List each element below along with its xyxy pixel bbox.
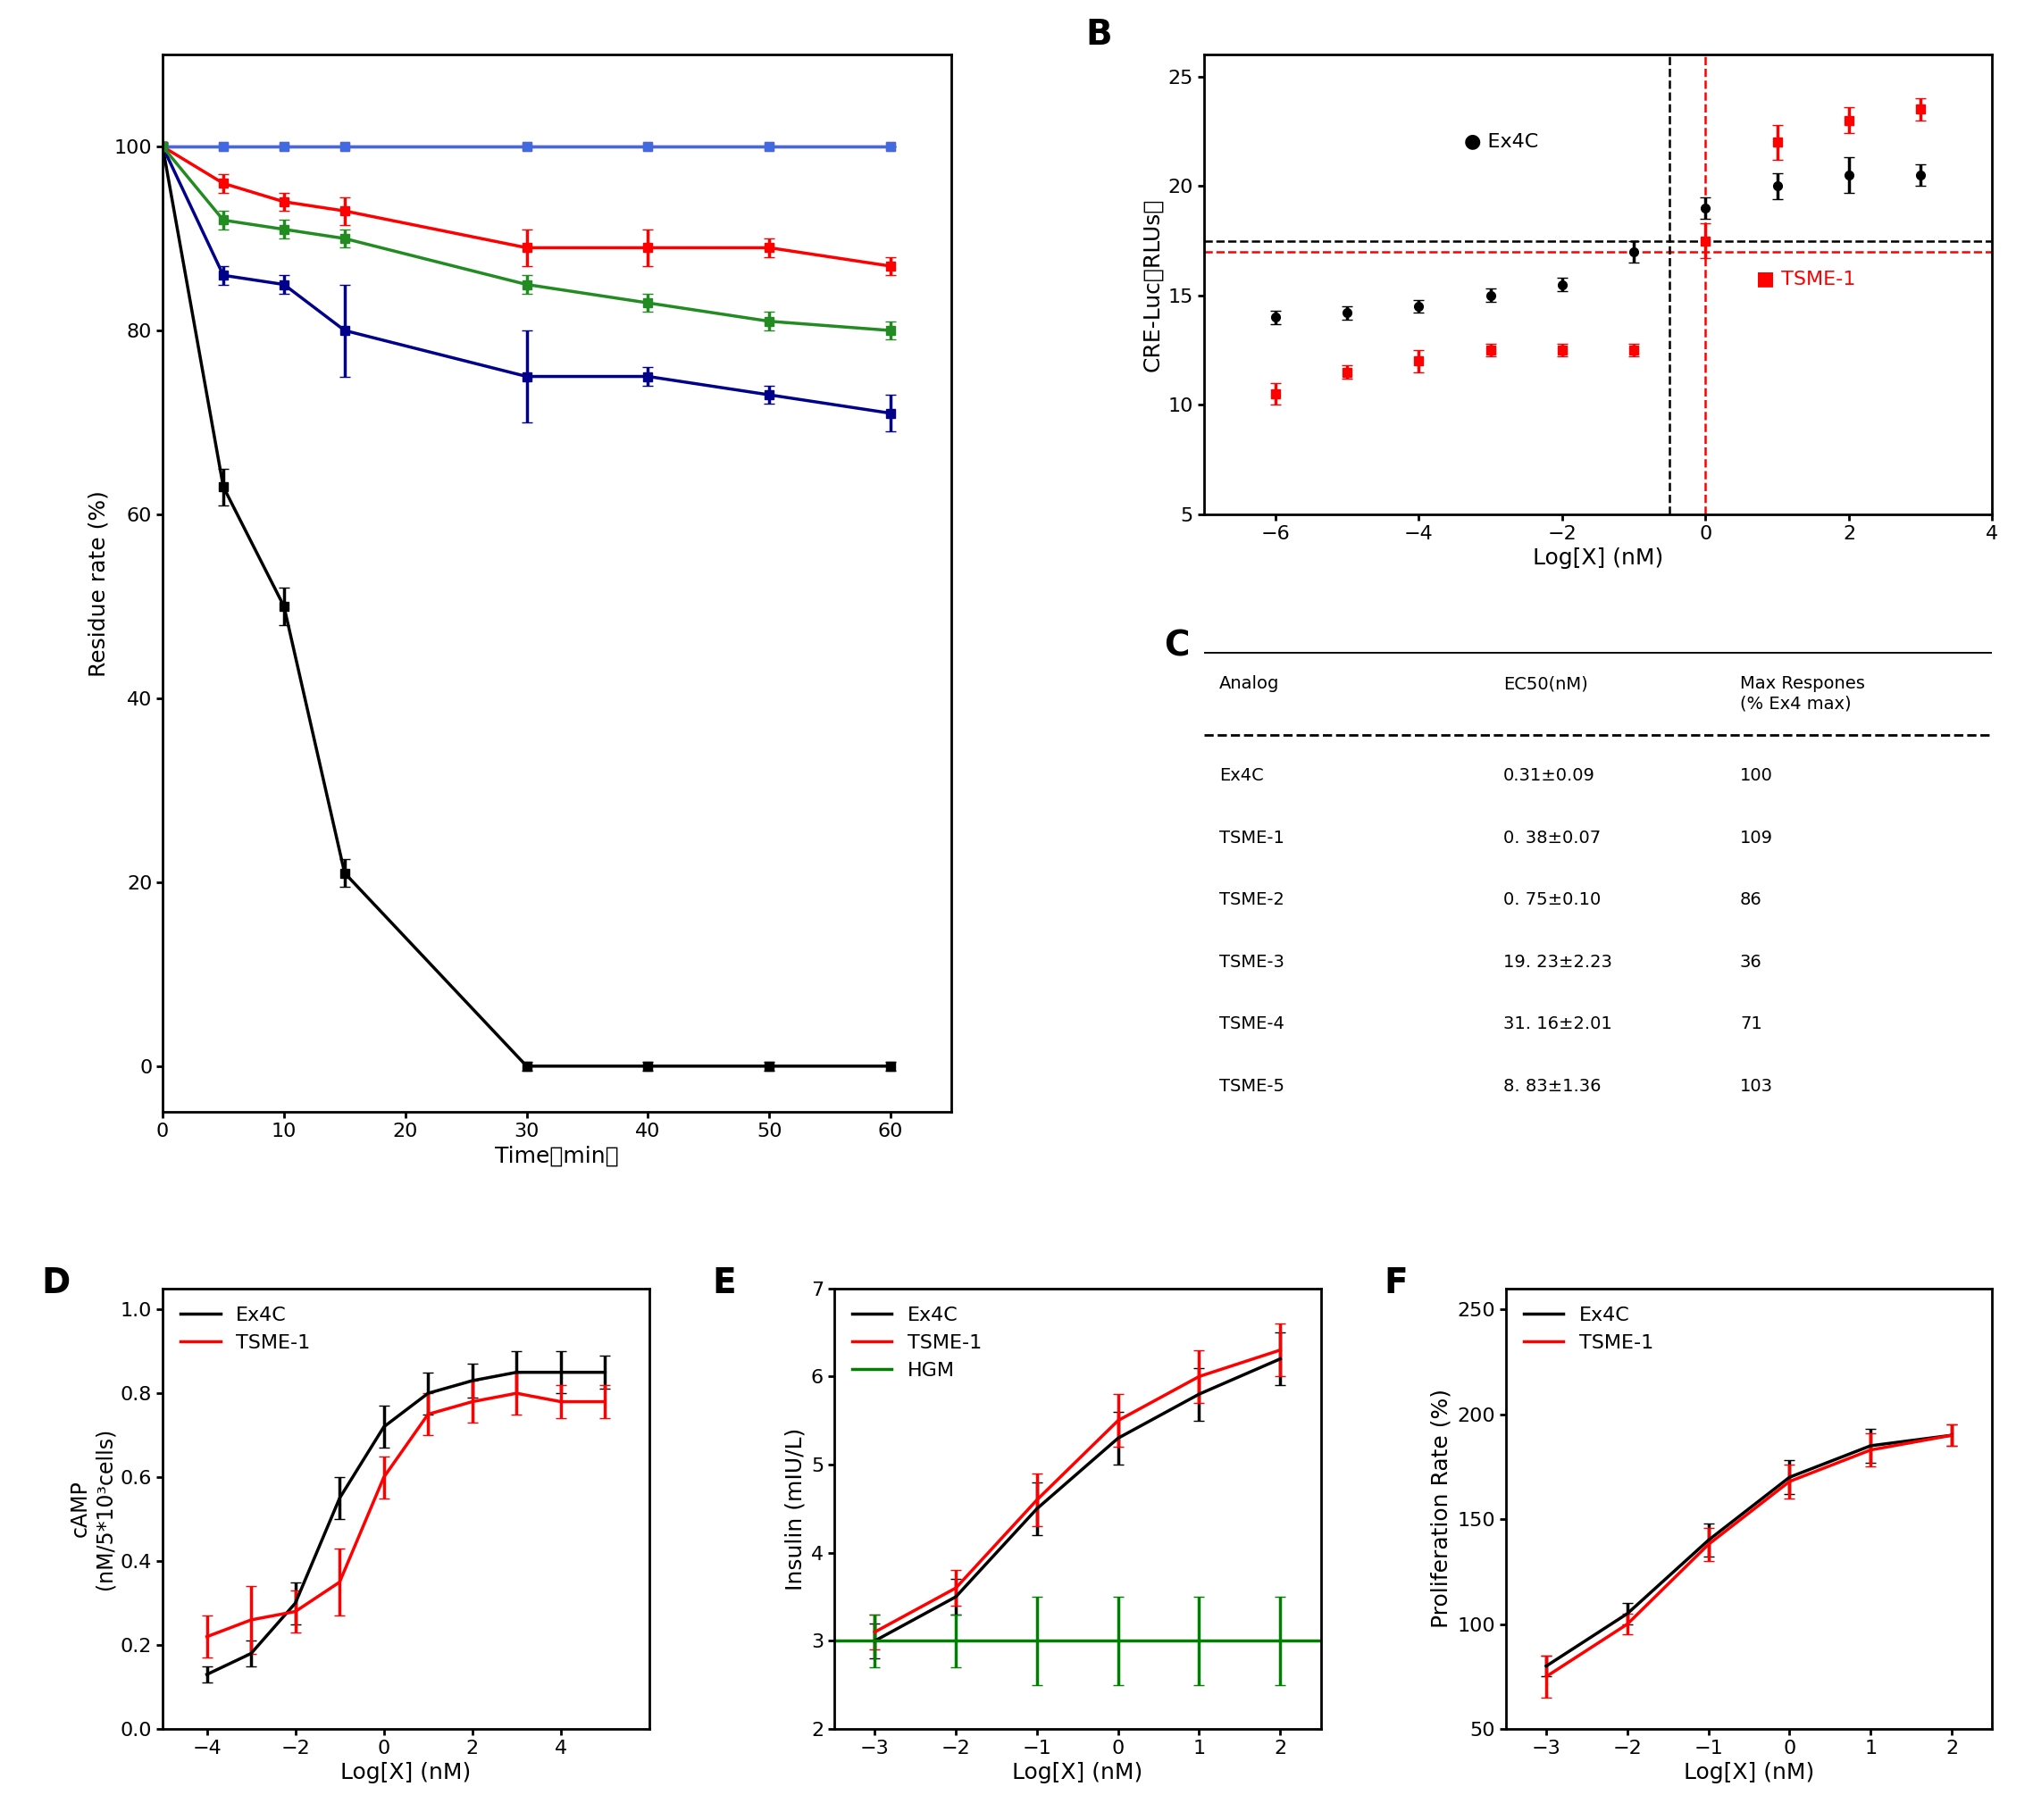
Text: EC50(nM): EC50(nM) <box>1502 675 1588 692</box>
Text: B: B <box>1086 18 1112 51</box>
Y-axis label: cAMP
(nM/5*10³cells): cAMP (nM/5*10³cells) <box>69 1427 116 1589</box>
Y-axis label: CRE-Luc（RLUs）: CRE-Luc（RLUs） <box>1141 198 1163 371</box>
Y-axis label: Insulin (mIU/L): Insulin (mIU/L) <box>785 1427 805 1591</box>
Legend: Ex4C, TSME-1, HGM: Ex4C, TSME-1, HGM <box>844 1298 990 1387</box>
Text: 36: 36 <box>1740 954 1763 970</box>
Text: Analog: Analog <box>1220 675 1279 692</box>
Text: TSME-1: TSME-1 <box>1220 830 1285 846</box>
X-axis label: Log[X] (nM): Log[X] (nM) <box>342 1762 472 1784</box>
Y-axis label: Residue rate (%): Residue rate (%) <box>87 490 110 677</box>
Text: Max Respones
(% Ex4 max): Max Respones (% Ex4 max) <box>1740 675 1864 712</box>
Text: 8. 83±1.36: 8. 83±1.36 <box>1502 1077 1602 1094</box>
Text: 86: 86 <box>1740 892 1763 908</box>
X-axis label: Log[X] (nM): Log[X] (nM) <box>1683 1762 1813 1784</box>
Text: Ex4C: Ex4C <box>1220 768 1265 784</box>
Text: TSME-4: TSME-4 <box>1220 1016 1285 1032</box>
Y-axis label: Proliferation Rate (%): Proliferation Rate (%) <box>1431 1389 1452 1629</box>
Text: ● Ex4C: ● Ex4C <box>1464 133 1539 149</box>
Text: 100: 100 <box>1740 768 1773 784</box>
Text: TSME-2: TSME-2 <box>1220 892 1285 908</box>
Text: 0. 38±0.07: 0. 38±0.07 <box>1502 830 1600 846</box>
Text: D: D <box>41 1267 69 1299</box>
Text: 31. 16±2.01: 31. 16±2.01 <box>1502 1016 1612 1032</box>
Text: TSME-5: TSME-5 <box>1220 1077 1285 1094</box>
Text: 71: 71 <box>1740 1016 1763 1032</box>
X-axis label: Log[X] (nM): Log[X] (nM) <box>1533 548 1663 570</box>
Legend: Ex4C, TSME-1: Ex4C, TSME-1 <box>1517 1298 1661 1360</box>
Text: 19. 23±2.23: 19. 23±2.23 <box>1502 954 1612 970</box>
X-axis label: Time（min）: Time（min） <box>496 1145 618 1167</box>
X-axis label: Log[X] (nM): Log[X] (nM) <box>1012 1762 1143 1784</box>
Text: ■ TSME-1: ■ TSME-1 <box>1757 269 1856 288</box>
Text: 109: 109 <box>1740 830 1773 846</box>
Text: C: C <box>1165 630 1189 662</box>
Legend: Ex4C, TSME-1: Ex4C, TSME-1 <box>173 1298 319 1360</box>
Text: 0.31±0.09: 0.31±0.09 <box>1502 768 1596 784</box>
Text: F: F <box>1384 1267 1407 1299</box>
Text: E: E <box>712 1267 736 1299</box>
Text: TSME-3: TSME-3 <box>1220 954 1285 970</box>
Text: 103: 103 <box>1740 1077 1773 1094</box>
Text: 0. 75±0.10: 0. 75±0.10 <box>1502 892 1600 908</box>
